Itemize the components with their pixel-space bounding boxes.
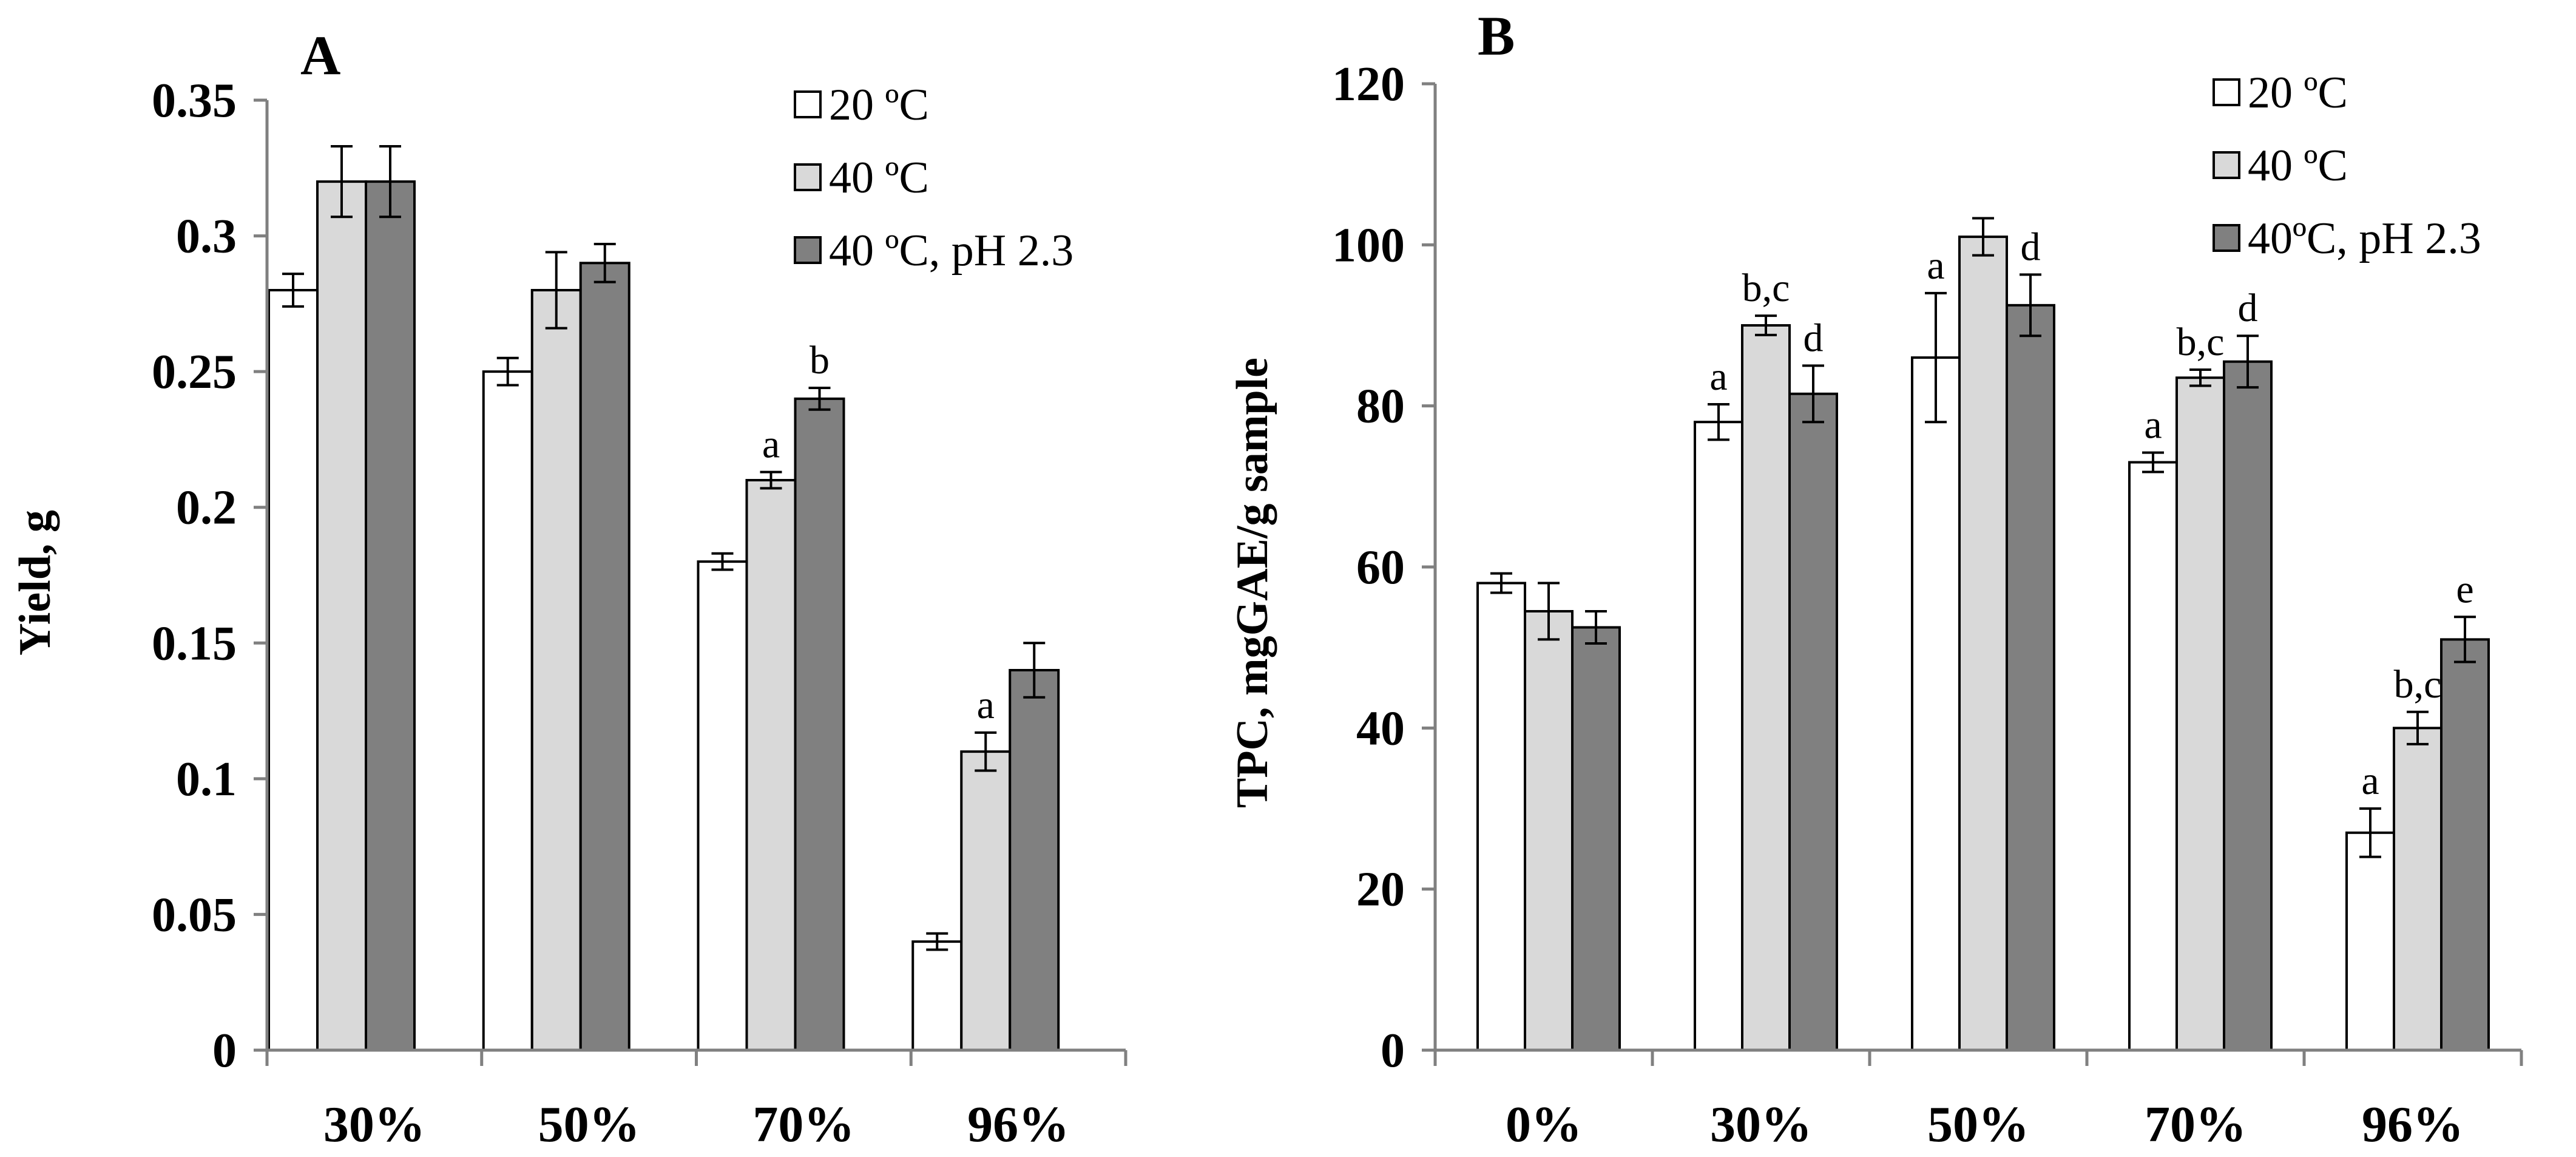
bar-3-2 — [1788, 392, 1838, 1051]
bar-3-4 — [1009, 669, 1060, 1051]
bar-2-3 — [1958, 236, 2008, 1052]
bar-3-3 — [794, 397, 845, 1051]
significance-label-3-5: e — [2456, 567, 2473, 611]
y-tick-label-4: 60 — [1356, 541, 1405, 594]
y-tick-label-5: 80 — [1356, 380, 1405, 433]
y-axis-title: TPC, mgGAE/g sample — [1228, 358, 1277, 808]
y-tick-label-4: 0.15 — [152, 617, 237, 670]
legend-label-3: 40 ºC, pH 2.3 — [829, 226, 1073, 276]
bar-2-5 — [2393, 727, 2442, 1052]
significance-label-2-2: b,c — [1742, 266, 1790, 310]
significance-label-2-4: a — [977, 683, 995, 727]
legend-swatch-3 — [2213, 224, 2240, 252]
bar-2-4 — [2175, 376, 2225, 1052]
significance-label-3-3: d — [2021, 225, 2041, 269]
x-category-label-4: 96% — [967, 1096, 1069, 1153]
y-tick-label-2: 20 — [1356, 863, 1405, 917]
bar-1-1 — [1476, 582, 1526, 1051]
bar-1-1 — [268, 289, 319, 1051]
x-category-label-4: 70% — [2145, 1096, 2246, 1153]
y-tick-label-6: 100 — [1332, 219, 1405, 272]
bar-3-1 — [365, 180, 416, 1052]
y-tick-label-3: 0.1 — [176, 753, 237, 806]
legend-swatch-1 — [2213, 78, 2240, 106]
significance-label-2-5: b,c — [2394, 662, 2442, 707]
x-category-label-1: 0% — [1506, 1096, 1582, 1153]
bar-2-3 — [745, 479, 797, 1051]
significance-label-2-3: a — [762, 422, 780, 467]
y-tick-label-2: 0.05 — [152, 888, 237, 942]
bar-1-3 — [1911, 356, 1961, 1051]
bar-1-2 — [482, 370, 533, 1052]
bar-3-5 — [2440, 638, 2490, 1051]
y-tick-label-3: 40 — [1356, 702, 1405, 755]
panel-b-chart: a a a a b,c b,c b,c d d d e 0 20 40 60 80 100 120 0% 30% 50%… — [1228, 5, 2523, 1153]
x-category-label-3: 50% — [1927, 1096, 2029, 1153]
bar-2-4 — [960, 750, 1012, 1051]
x-category-label-2: 50% — [538, 1096, 640, 1153]
x-category-label-3: 70% — [752, 1096, 854, 1153]
x-category-label-1: 30% — [323, 1096, 425, 1153]
legend-label-1: 20 ºC — [2248, 68, 2348, 118]
significance-label-1-4: a — [2144, 403, 2162, 447]
significance-label-1-5: a — [2361, 759, 2379, 803]
bar-3-2 — [579, 262, 630, 1051]
legend-label-3: 40ºC, pH 2.3 — [2248, 214, 2481, 263]
y-tick-label-6: 0.25 — [152, 345, 237, 399]
significance-label-1-3: a — [1927, 243, 1944, 288]
significance-label-3-2: d — [1804, 316, 1824, 360]
bar-1-5 — [2345, 831, 2395, 1052]
x-category-label-5: 96% — [2362, 1096, 2464, 1153]
y-tick-label-1: 0 — [212, 1024, 237, 1077]
y-tick-label-7: 120 — [1332, 58, 1405, 111]
y-tick-label-1: 0 — [1381, 1024, 1405, 1077]
x-category-label-2: 30% — [1710, 1096, 1812, 1153]
bar-2-1 — [316, 180, 367, 1052]
bar-1-4 — [911, 940, 963, 1051]
legend-swatch-2 — [794, 163, 822, 191]
legend-label-1: 20 ºC — [829, 80, 929, 130]
bar-3-4 — [2223, 360, 2273, 1052]
bar-3-1 — [1571, 626, 1621, 1051]
y-tick-label-8: 0.35 — [152, 74, 237, 127]
significance-label-2-4: b,c — [2177, 320, 2225, 364]
legend-swatch-1 — [794, 90, 822, 118]
bar-1-2 — [1694, 421, 1743, 1052]
legend-swatch-3 — [794, 236, 822, 264]
significance-label-3-3: b — [810, 338, 830, 382]
bar-1-3 — [697, 560, 748, 1051]
legend-label-2: 40 ºC — [2248, 141, 2348, 191]
bar-2-2 — [1741, 324, 1791, 1051]
panel-label: B — [1478, 5, 1515, 67]
legend-swatch-2 — [2213, 151, 2240, 179]
bar-2-1 — [1524, 609, 1574, 1051]
y-tick-label-7: 0.3 — [176, 210, 237, 263]
panel-label: A — [300, 24, 340, 86]
significance-label-1-2: a — [1709, 355, 1727, 399]
y-tick-label-5: 0.2 — [176, 481, 237, 535]
legend-label-2: 40 ºC — [829, 153, 929, 203]
bar-2-2 — [530, 289, 582, 1051]
significance-label-3-4: d — [2238, 286, 2258, 330]
bar-3-3 — [2006, 304, 2055, 1051]
bar-1-4 — [2128, 461, 2178, 1051]
y-axis-title: Yield, g — [10, 510, 60, 656]
